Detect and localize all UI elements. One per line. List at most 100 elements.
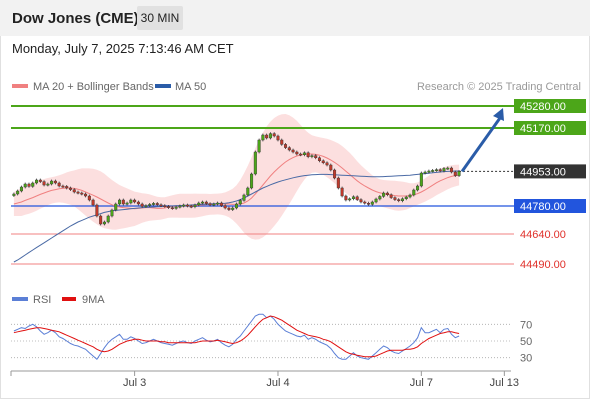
candle-37 xyxy=(151,202,155,206)
candle-body xyxy=(250,173,254,189)
candles xyxy=(12,132,461,226)
candle-body xyxy=(450,167,454,173)
candle-82 xyxy=(321,159,325,165)
candle-body xyxy=(50,180,54,185)
candle-body xyxy=(219,202,223,206)
candle-112 xyxy=(434,168,438,172)
candle-16 xyxy=(72,188,76,194)
candle-body xyxy=(393,197,397,200)
candle-body xyxy=(427,170,431,173)
candle-body xyxy=(23,183,27,188)
time-tick-label-0: Jul 3 xyxy=(123,377,146,389)
candle-body xyxy=(253,151,257,175)
candle-body xyxy=(163,205,167,208)
candle-59 xyxy=(234,202,238,210)
rsi-line xyxy=(13,313,460,361)
level-badge-0 xyxy=(514,99,586,113)
candle-48 xyxy=(193,203,197,209)
rsi-tick-50: 50 xyxy=(520,336,532,348)
candle-body xyxy=(355,196,359,200)
time-tick-label-3: Jul 13 xyxy=(490,377,519,389)
candle-body xyxy=(272,133,276,137)
candle-78 xyxy=(306,151,310,159)
candle-body xyxy=(242,194,246,201)
candle-7 xyxy=(38,178,42,183)
candle-body xyxy=(155,203,159,205)
candle-body xyxy=(408,194,412,198)
rsi-tick-70: 70 xyxy=(520,319,532,331)
candle-body xyxy=(446,167,450,170)
candle-49 xyxy=(197,201,201,207)
candle-70 xyxy=(276,134,280,142)
candle-body xyxy=(140,203,144,207)
candle-17 xyxy=(76,190,80,195)
candle-body xyxy=(91,199,95,206)
ma9-legend-label: 9MA xyxy=(82,294,105,306)
ma50-legend-label: MA 50 xyxy=(175,81,206,93)
candle-body xyxy=(87,195,91,201)
rsi-ma9-line xyxy=(13,315,460,358)
level-label-1: 45170.00 xyxy=(520,123,566,135)
candle-body xyxy=(110,209,114,217)
candle-body xyxy=(333,169,337,179)
rsi-tick-30: 30 xyxy=(520,353,532,365)
rsi-panel: 70 50 30 xyxy=(11,313,532,365)
candle-104 xyxy=(404,195,408,201)
candle-body xyxy=(280,139,284,145)
candle-body xyxy=(42,181,46,186)
candle-body xyxy=(404,196,408,199)
time-axis: Jul 3 Jul 4 Jul 7 Jul 13 xyxy=(10,371,519,389)
candle-66 xyxy=(261,133,265,142)
candle-body xyxy=(151,203,155,205)
candle-86 xyxy=(336,176,340,190)
candle-26 xyxy=(110,208,114,218)
candle-4 xyxy=(27,182,31,188)
ma20-legend-swatch xyxy=(12,84,28,88)
candle-body xyxy=(68,187,72,190)
candle-94 xyxy=(367,201,371,206)
level-label-4: 44640.00 xyxy=(520,229,566,241)
candle-0 xyxy=(12,192,16,197)
candle-body xyxy=(363,201,367,204)
candle-98 xyxy=(382,191,386,198)
candle-body xyxy=(182,204,186,207)
candle-60 xyxy=(238,199,242,206)
candle-42 xyxy=(170,206,174,210)
candle-body xyxy=(106,215,110,223)
level-labels: 45280.00 45170.00 44953.00 44780.00 44640.00… xyxy=(514,99,586,271)
arrow-head xyxy=(493,108,504,121)
candle-92 xyxy=(359,198,363,204)
candle-body xyxy=(302,152,306,156)
candle-body xyxy=(148,204,152,206)
candle-body xyxy=(348,198,352,201)
candle-12 xyxy=(57,181,61,188)
candle-body xyxy=(193,204,197,207)
candle-body xyxy=(306,152,310,158)
candle-body xyxy=(133,199,137,203)
candle-body xyxy=(257,139,261,153)
rsi-legend-label: RSI xyxy=(33,294,51,306)
candle-38 xyxy=(155,202,159,207)
candle-body xyxy=(336,177,340,189)
candle-54 xyxy=(216,201,220,206)
candle-body xyxy=(412,189,416,196)
candle-40 xyxy=(163,204,167,208)
candle-96 xyxy=(374,197,378,204)
candle-69 xyxy=(272,132,276,138)
candle-body xyxy=(234,203,238,209)
candle-29 xyxy=(121,198,125,206)
candle-46 xyxy=(185,203,189,208)
candle-body xyxy=(95,204,99,217)
candle-99 xyxy=(385,191,389,197)
candle-body xyxy=(189,205,193,208)
candle-90 xyxy=(351,195,355,201)
timeframe-button[interactable]: 30 MIN xyxy=(137,6,183,30)
candle-13 xyxy=(61,184,65,188)
candle-101 xyxy=(393,196,397,201)
candle-body xyxy=(84,193,88,197)
forecast-arrow xyxy=(460,108,504,173)
candle-87 xyxy=(340,186,344,198)
candle-body xyxy=(201,201,205,204)
candle-body xyxy=(299,153,303,156)
